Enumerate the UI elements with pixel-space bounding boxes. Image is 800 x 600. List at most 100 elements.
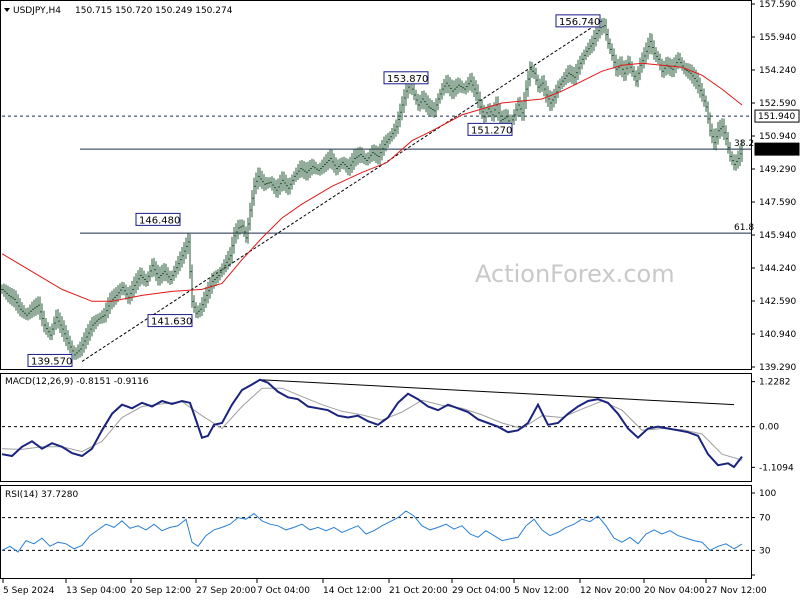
price-bar [417, 93, 419, 111]
price-bar [233, 226, 235, 254]
price-bar [187, 233, 189, 255]
price-bar [287, 177, 289, 196]
price-bar [643, 47, 645, 69]
price-bar [365, 153, 367, 166]
price-bar [63, 320, 65, 342]
price-bar [527, 70, 529, 97]
price-bar [731, 151, 733, 166]
price-bar [209, 277, 211, 299]
price-bar [361, 147, 363, 164]
price-bar [613, 48, 615, 69]
price-bar [467, 76, 469, 93]
price-bar [115, 287, 117, 305]
macd-axis-tick-label: 1.2282 [759, 378, 791, 388]
price-axis-tick-label: 150.940 [759, 132, 796, 142]
price-bar [441, 82, 443, 100]
sma-line [1, 62, 743, 302]
price-bar [127, 286, 129, 304]
price-bar [31, 301, 33, 319]
price-bar [155, 261, 157, 282]
price-bar [505, 108, 507, 126]
price-bar [163, 263, 165, 282]
price-axis: 157.590 155.940 154.240 152.590 150.940 149.2… [751, 0, 796, 373]
price-bar [113, 288, 115, 308]
price-bar [559, 78, 561, 93]
price-bar [431, 99, 433, 118]
price-bar [247, 217, 249, 244]
price-bar [181, 246, 183, 268]
price-bar [229, 247, 231, 267]
price-bar [185, 237, 187, 260]
price-bar [271, 176, 273, 191]
price-bar [387, 132, 389, 148]
price-bar [325, 154, 327, 172]
price-annotation-label: 151.270 [471, 125, 512, 136]
price-bar [715, 128, 717, 151]
time-axis-tick-label: 27 Sep 20:00 [196, 586, 256, 596]
price-bar [143, 270, 145, 286]
price-bar [717, 121, 719, 145]
price-bar [473, 76, 475, 97]
price-bar [99, 312, 101, 324]
price-bar [45, 317, 47, 335]
price-bar [393, 123, 395, 140]
price-bar [413, 83, 415, 101]
price-bar [123, 282, 125, 296]
price-bar [371, 145, 373, 162]
price-bar [401, 96, 403, 121]
price-bar [275, 179, 277, 198]
price-bar [189, 233, 191, 279]
price-bar [461, 80, 463, 94]
price-axis-tick-label: 144.240 [759, 264, 796, 274]
price-bar [657, 51, 659, 65]
price-bar [633, 66, 635, 81]
price-bar [359, 146, 361, 164]
price-bar [455, 78, 457, 97]
fib-level-label: 38.2 [734, 139, 754, 149]
price-bar [73, 345, 75, 360]
price-bar [531, 61, 533, 78]
price-axis-tick-label: 157.590 [759, 0, 796, 10]
price-bar [445, 75, 447, 94]
price-bar [221, 263, 223, 278]
price-bar [447, 74, 449, 94]
price-bar [677, 52, 679, 70]
price-bar [591, 35, 593, 54]
price-bar [553, 88, 555, 108]
dropdown-triangle-icon[interactable] [4, 8, 10, 12]
price-bar [353, 149, 355, 170]
price-bar [427, 95, 429, 115]
price-bar [13, 289, 15, 308]
price-bar [273, 177, 275, 195]
rsi-panel-frame [0, 485, 752, 579]
price-bar [65, 325, 67, 347]
price-axis-tick-label: 140.940 [759, 330, 796, 340]
price-bar [477, 84, 479, 108]
time-axis-tick-label: 20 Sep 12:00 [131, 586, 191, 596]
price-bar [165, 263, 167, 282]
price-bar [237, 219, 239, 240]
price-bar [609, 38, 611, 54]
time-axis-tick-label: 13 Sep 04:00 [66, 586, 126, 596]
price-bar [27, 307, 29, 321]
price-bar [529, 61, 531, 87]
price-bar [277, 178, 279, 198]
price-bar [443, 79, 445, 96]
price-axis-tick-label: 149.290 [759, 165, 796, 175]
price-bar [709, 112, 711, 137]
price-bar [543, 75, 545, 97]
price-bar [161, 264, 163, 284]
price-bar [301, 160, 303, 178]
price-bar [3, 283, 5, 297]
price-bar [199, 302, 201, 318]
price-bar [363, 150, 365, 165]
price-bar [75, 347, 77, 360]
price-bar [381, 139, 383, 161]
price-bar [479, 91, 481, 115]
price-bar [157, 264, 159, 286]
price-bar [317, 164, 319, 175]
price-bar [37, 296, 39, 315]
price-axis-tick-label: 155.940 [759, 33, 796, 43]
price-bar [55, 309, 57, 330]
price-bar [79, 341, 81, 358]
